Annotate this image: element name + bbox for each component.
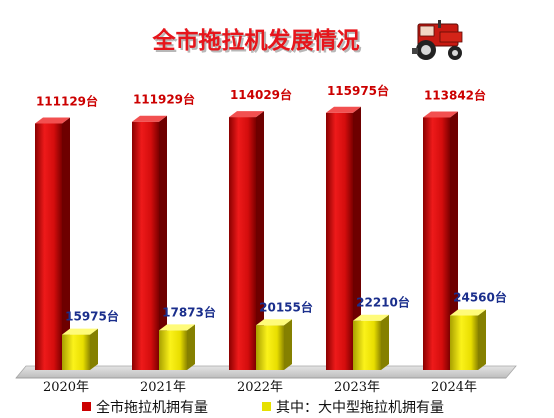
bar-total-2022年 [229, 111, 264, 370]
bar-total-2020年 [35, 117, 70, 370]
value-label-large-medium: 15975台 [65, 309, 119, 324]
bar-large-medium-2020年 [62, 328, 98, 370]
x-tick-label: 2024年 [431, 380, 477, 395]
value-labels: 111129台 15975台 111929台 17873台 114029台 20155台 1… [36, 83, 507, 324]
value-label-large-medium: 22210台 [356, 295, 410, 310]
legend: 全市拖拉机拥有量 其中：大中型拖拉机拥有量 [82, 399, 444, 416]
legend-label-total: 全市拖拉机拥有量 [96, 399, 208, 416]
x-tick-label: 2020年 [43, 380, 89, 395]
legend-swatch-large-medium [262, 402, 271, 411]
bar-total-2021年 [132, 115, 167, 370]
value-label-total: 113842台 [424, 87, 486, 102]
chart-title: 全市拖拉机发展情况 [152, 27, 360, 54]
bar-total-2023年 [326, 106, 361, 370]
value-label-total: 111929台 [133, 92, 195, 107]
x-tick-label: 2022年 [237, 380, 283, 395]
legend-swatch-total [82, 402, 91, 411]
x-tick-label: 2023年 [334, 380, 380, 395]
value-label-large-medium: 20155台 [259, 299, 313, 314]
bar-large-medium-2023年 [353, 314, 389, 370]
value-label-total: 114029台 [230, 87, 292, 102]
chart-title-shadow: 全市拖拉机发展情况 [154, 29, 362, 56]
bar-large-medium-2021年 [159, 324, 195, 370]
tractor-icon [412, 20, 463, 60]
bar-group [35, 106, 486, 370]
value-label-total: 115975台 [327, 83, 389, 98]
bar-total-2024年 [423, 111, 458, 370]
value-label-total: 111129台 [36, 94, 98, 109]
value-label-large-medium: 17873台 [162, 304, 216, 319]
bar-large-medium-2024年 [450, 309, 486, 370]
x-tick-labels: 2020年 2021年 2022年 2023年 2024年 [43, 380, 477, 395]
x-tick-label: 2021年 [140, 380, 186, 395]
value-label-large-medium: 24560台 [453, 290, 507, 305]
bar-large-medium-2022年 [256, 319, 292, 370]
legend-label-large-medium: 其中：大中型拖拉机拥有量 [276, 400, 444, 416]
